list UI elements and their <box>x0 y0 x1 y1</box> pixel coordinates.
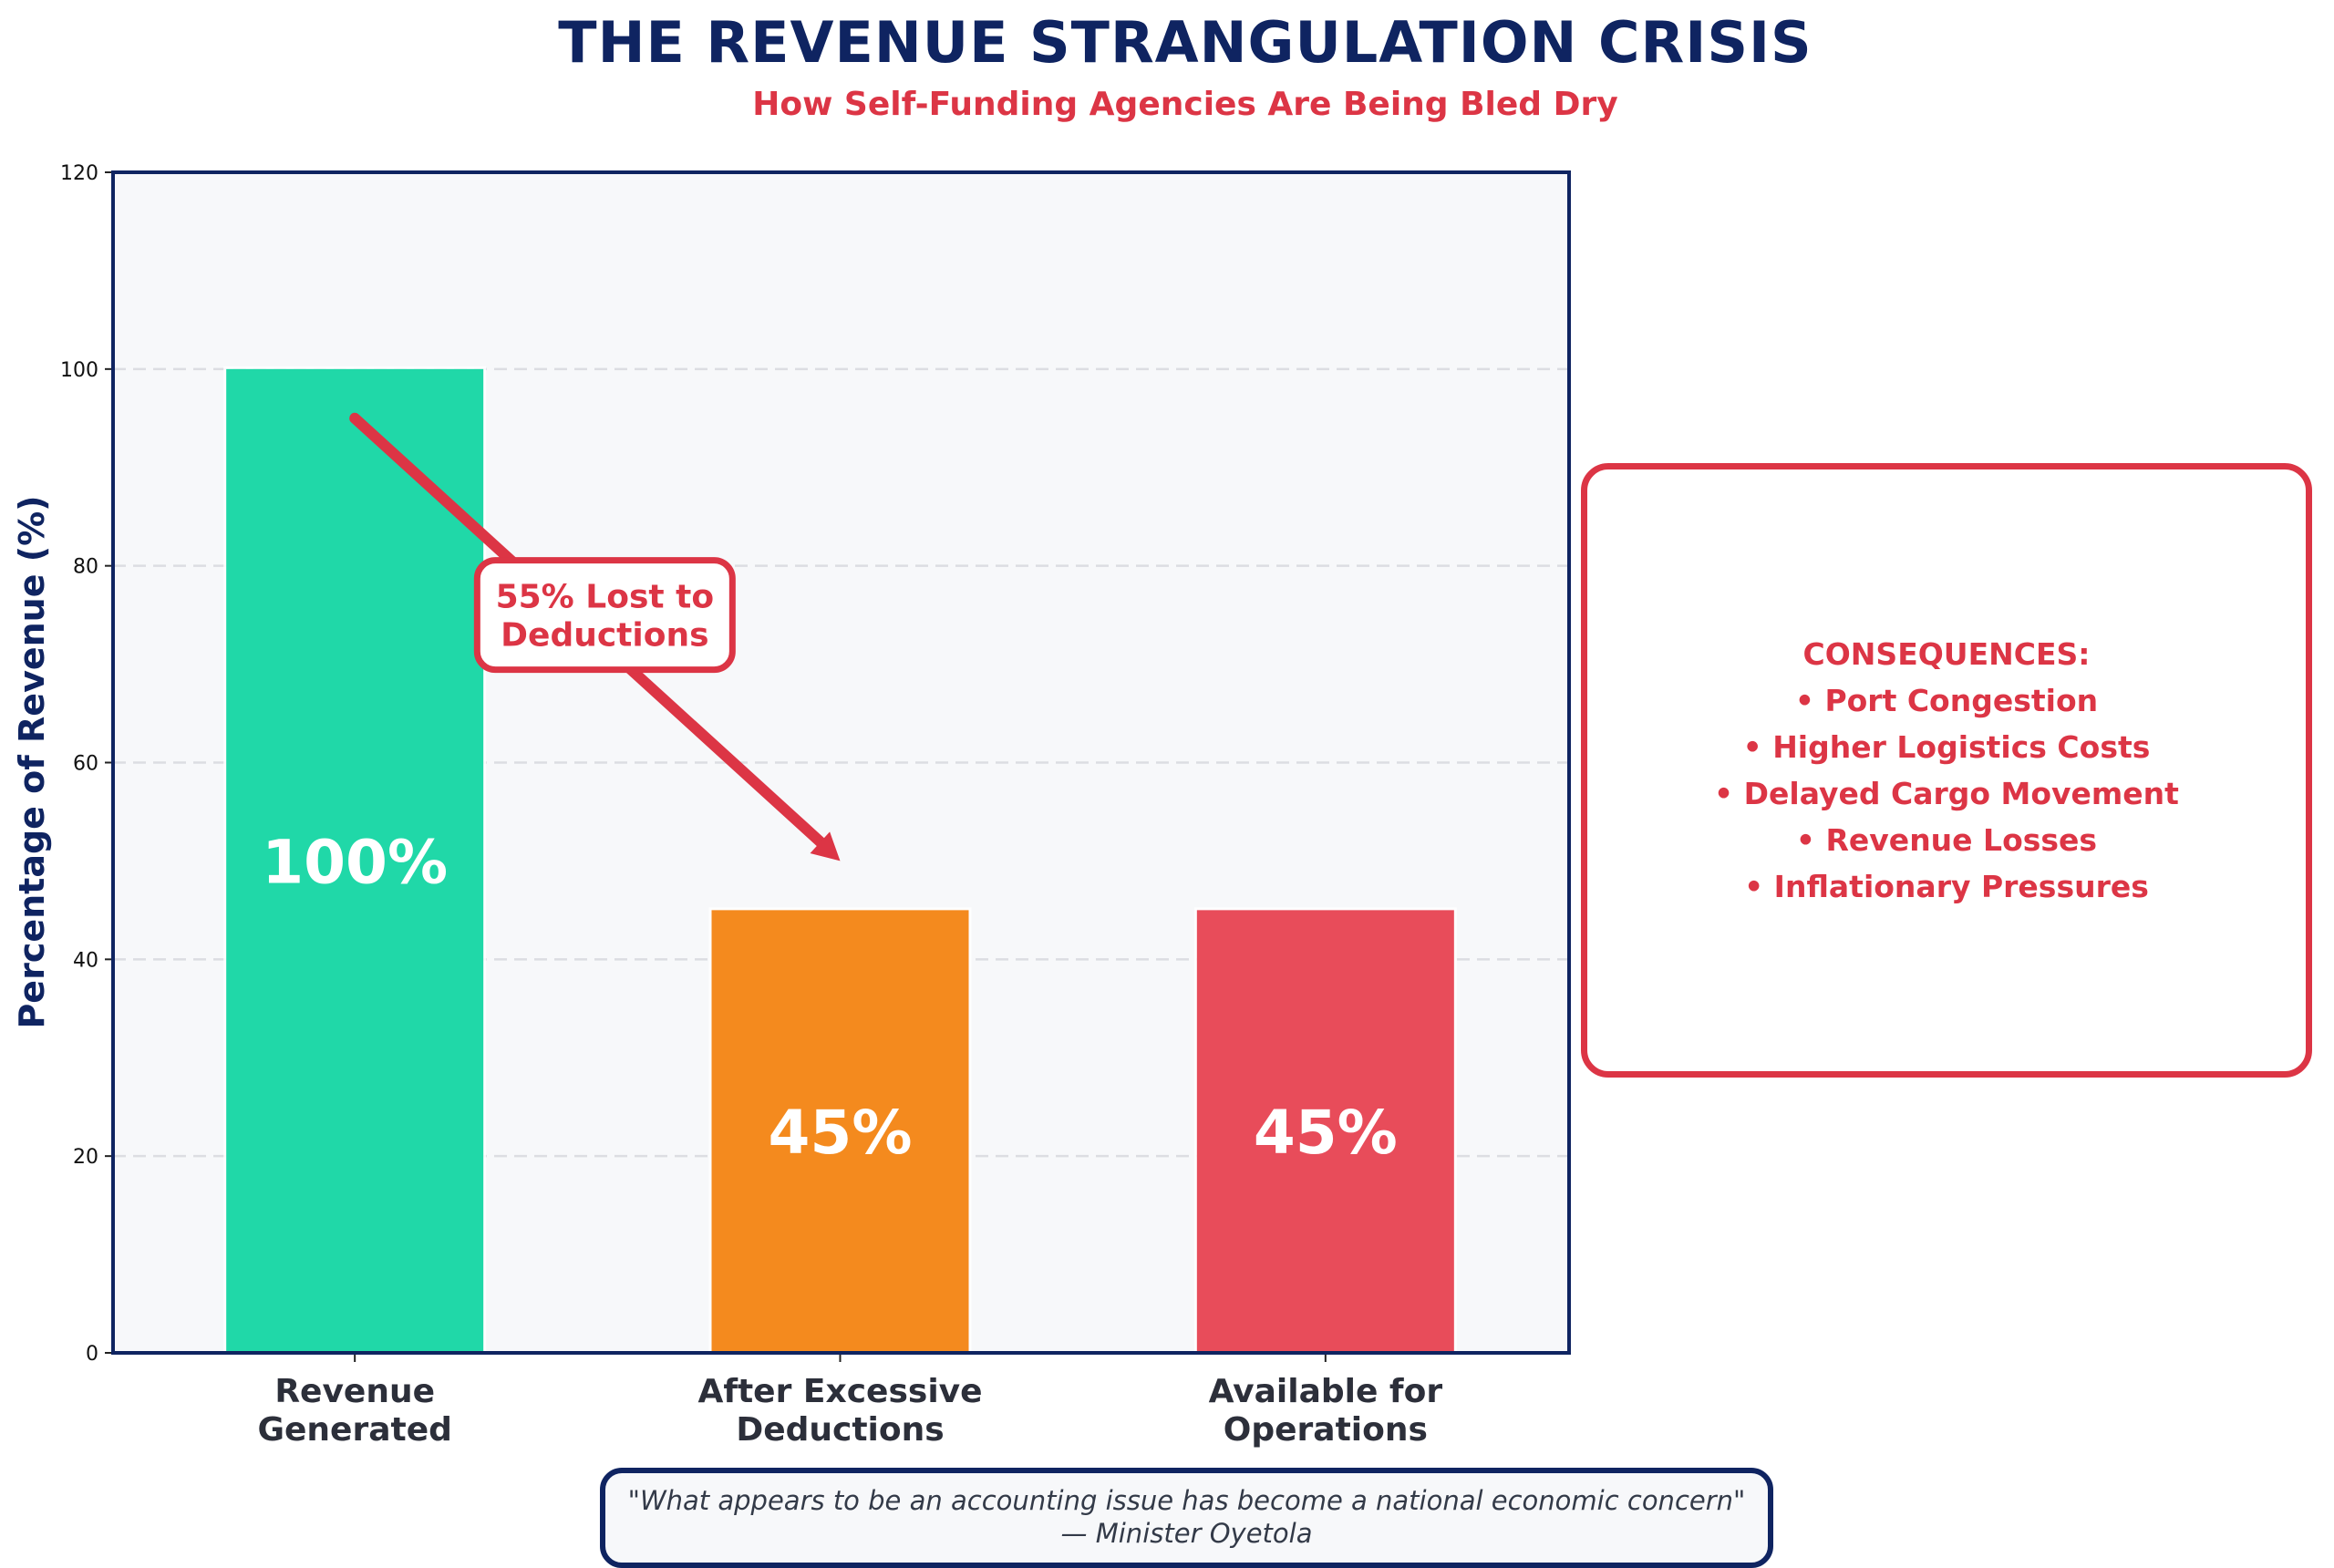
plot-frame <box>111 170 1571 1355</box>
consequence-item: • Delayed Cargo Movement <box>1714 776 2179 811</box>
bar <box>711 910 969 1353</box>
chart-subtitle: How Self-Funding Agencies Are Being Bled… <box>752 86 1618 123</box>
bar <box>1196 910 1454 1353</box>
bar-value-label: 45% <box>1254 1098 1398 1168</box>
y-tick-label: 60 <box>73 753 98 776</box>
consequence-item: • Revenue Losses <box>1795 822 2098 858</box>
y-tick-label: 120 <box>60 162 98 185</box>
consequences-heading: CONSEQUENCES: <box>1802 636 2091 672</box>
bar-value-label: 45% <box>769 1098 913 1168</box>
x-tick-label: After Excessive <box>697 1373 982 1410</box>
y-tick-label: 100 <box>60 359 98 382</box>
bars: 100% 45% 45% <box>223 366 1457 1353</box>
y-tick-label: 80 <box>73 556 98 579</box>
x-tick-label: Generated <box>257 1411 451 1449</box>
bar-chart: 100% 45% 45% 0 20 40 60 80 100 120 RevenueGenera… <box>12 162 1571 1449</box>
annotation-label-text: Deductions <box>501 617 708 655</box>
y-axis-ticks: 0 20 40 60 80 100 120 <box>60 162 113 1366</box>
y-axis-label: Percentage of Revenue (%) <box>12 495 52 1028</box>
consequence-item: • Inflationary Pressures <box>1744 869 2149 904</box>
annotation-arrowhead <box>810 831 841 861</box>
y-tick-label: 20 <box>73 1146 98 1169</box>
annotation-label-text: 55% Lost to <box>496 579 714 616</box>
bar <box>226 368 484 1353</box>
consequences-box: CONSEQUENCES: • Port Congestion • Higher… <box>1581 463 2312 1078</box>
x-tick-label: Operations <box>1224 1411 1428 1449</box>
annotation-label-box <box>473 557 736 674</box>
y-tick-label: 0 <box>86 1343 98 1366</box>
y-tick-label: 40 <box>73 949 98 972</box>
x-tick-label: Deductions <box>736 1411 944 1449</box>
consequence-item: • Port Congestion <box>1794 683 2099 718</box>
quote-box: "What appears to be an accounting issue … <box>600 1468 1773 1568</box>
chart-title: THE REVENUE STRANGULATION CRISIS <box>558 9 1812 76</box>
quote-attribution: — Minister Oyetola <box>1060 1518 1313 1549</box>
bar-value-label: 100% <box>262 827 448 897</box>
x-tick-label: Available for <box>1209 1373 1443 1410</box>
consequence-item: • Higher Logistics Costs <box>1742 729 2151 765</box>
quote-text: "What appears to be an accounting issue … <box>627 1485 1746 1516</box>
x-tick-label: Revenue <box>274 1373 435 1410</box>
